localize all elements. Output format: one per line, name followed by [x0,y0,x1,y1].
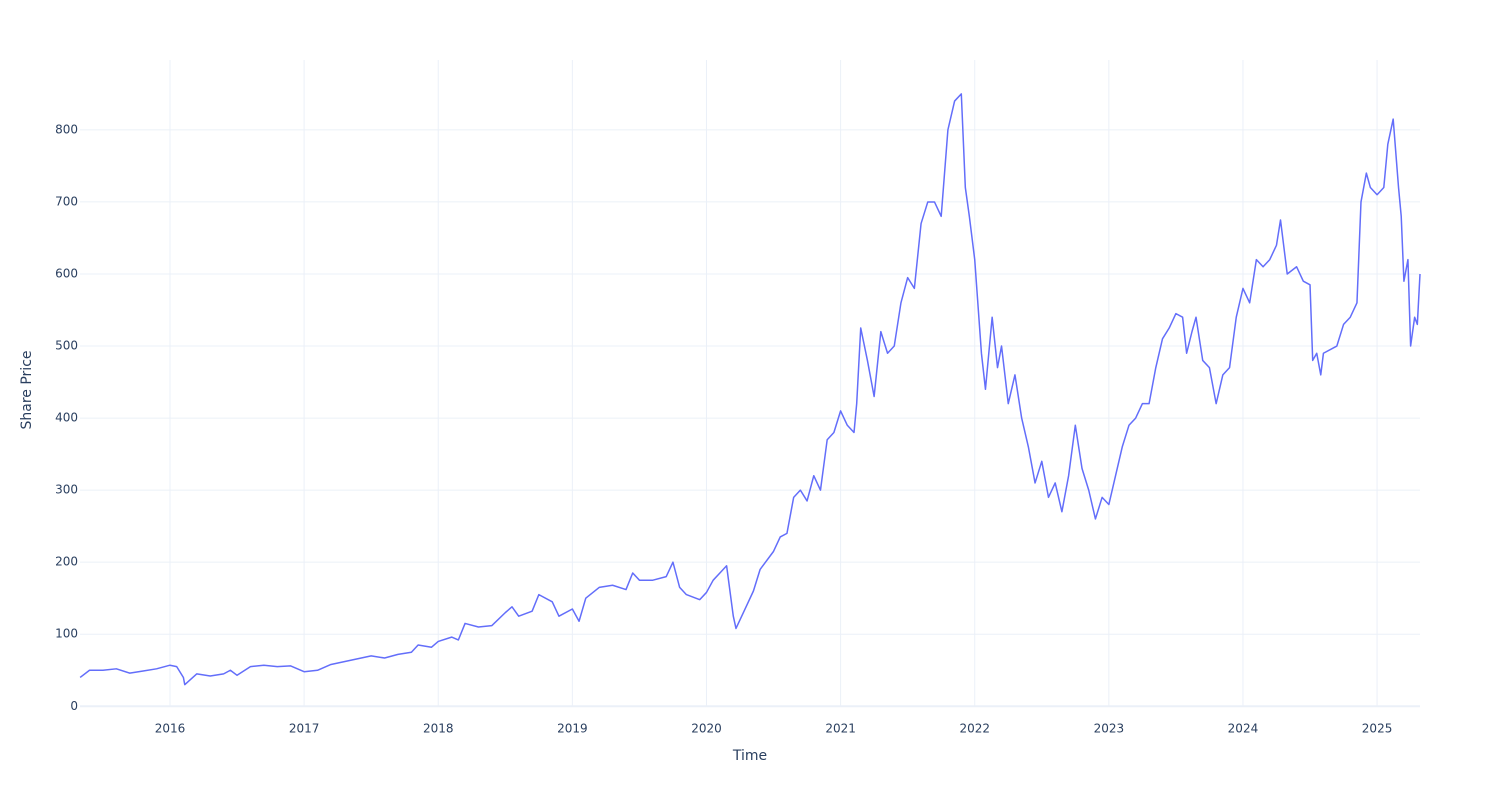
price-line [79,93,1421,686]
y-axis-title: Share Price [19,350,35,429]
x-tick-label: 2019 [557,722,588,736]
x-tick-label: 2022 [959,722,990,736]
x-tick-label: 2020 [691,722,722,736]
y-tick-label: 0 [70,699,78,713]
x-axis-title: Time [732,748,767,764]
x-tick-label: 2021 [825,722,856,736]
y-tick-label: 100 [55,627,78,641]
y-tick-label: 800 [55,122,78,136]
y-tick-label: 500 [55,339,78,353]
x-tick-label: 2017 [289,722,320,736]
y-tick-label: 600 [55,266,78,280]
y-tick-label: 400 [55,411,78,425]
x-tick-label: 2018 [423,722,454,736]
x-tick-label: 2024 [1228,722,1259,736]
x-tick-label: 2025 [1362,722,1393,736]
x-tick-label: 2023 [1094,722,1125,736]
x-tick-label: 2016 [155,722,186,736]
y-tick-label: 200 [55,555,78,569]
y-tick-label: 300 [55,483,78,497]
y-tick-label: 700 [55,194,78,208]
